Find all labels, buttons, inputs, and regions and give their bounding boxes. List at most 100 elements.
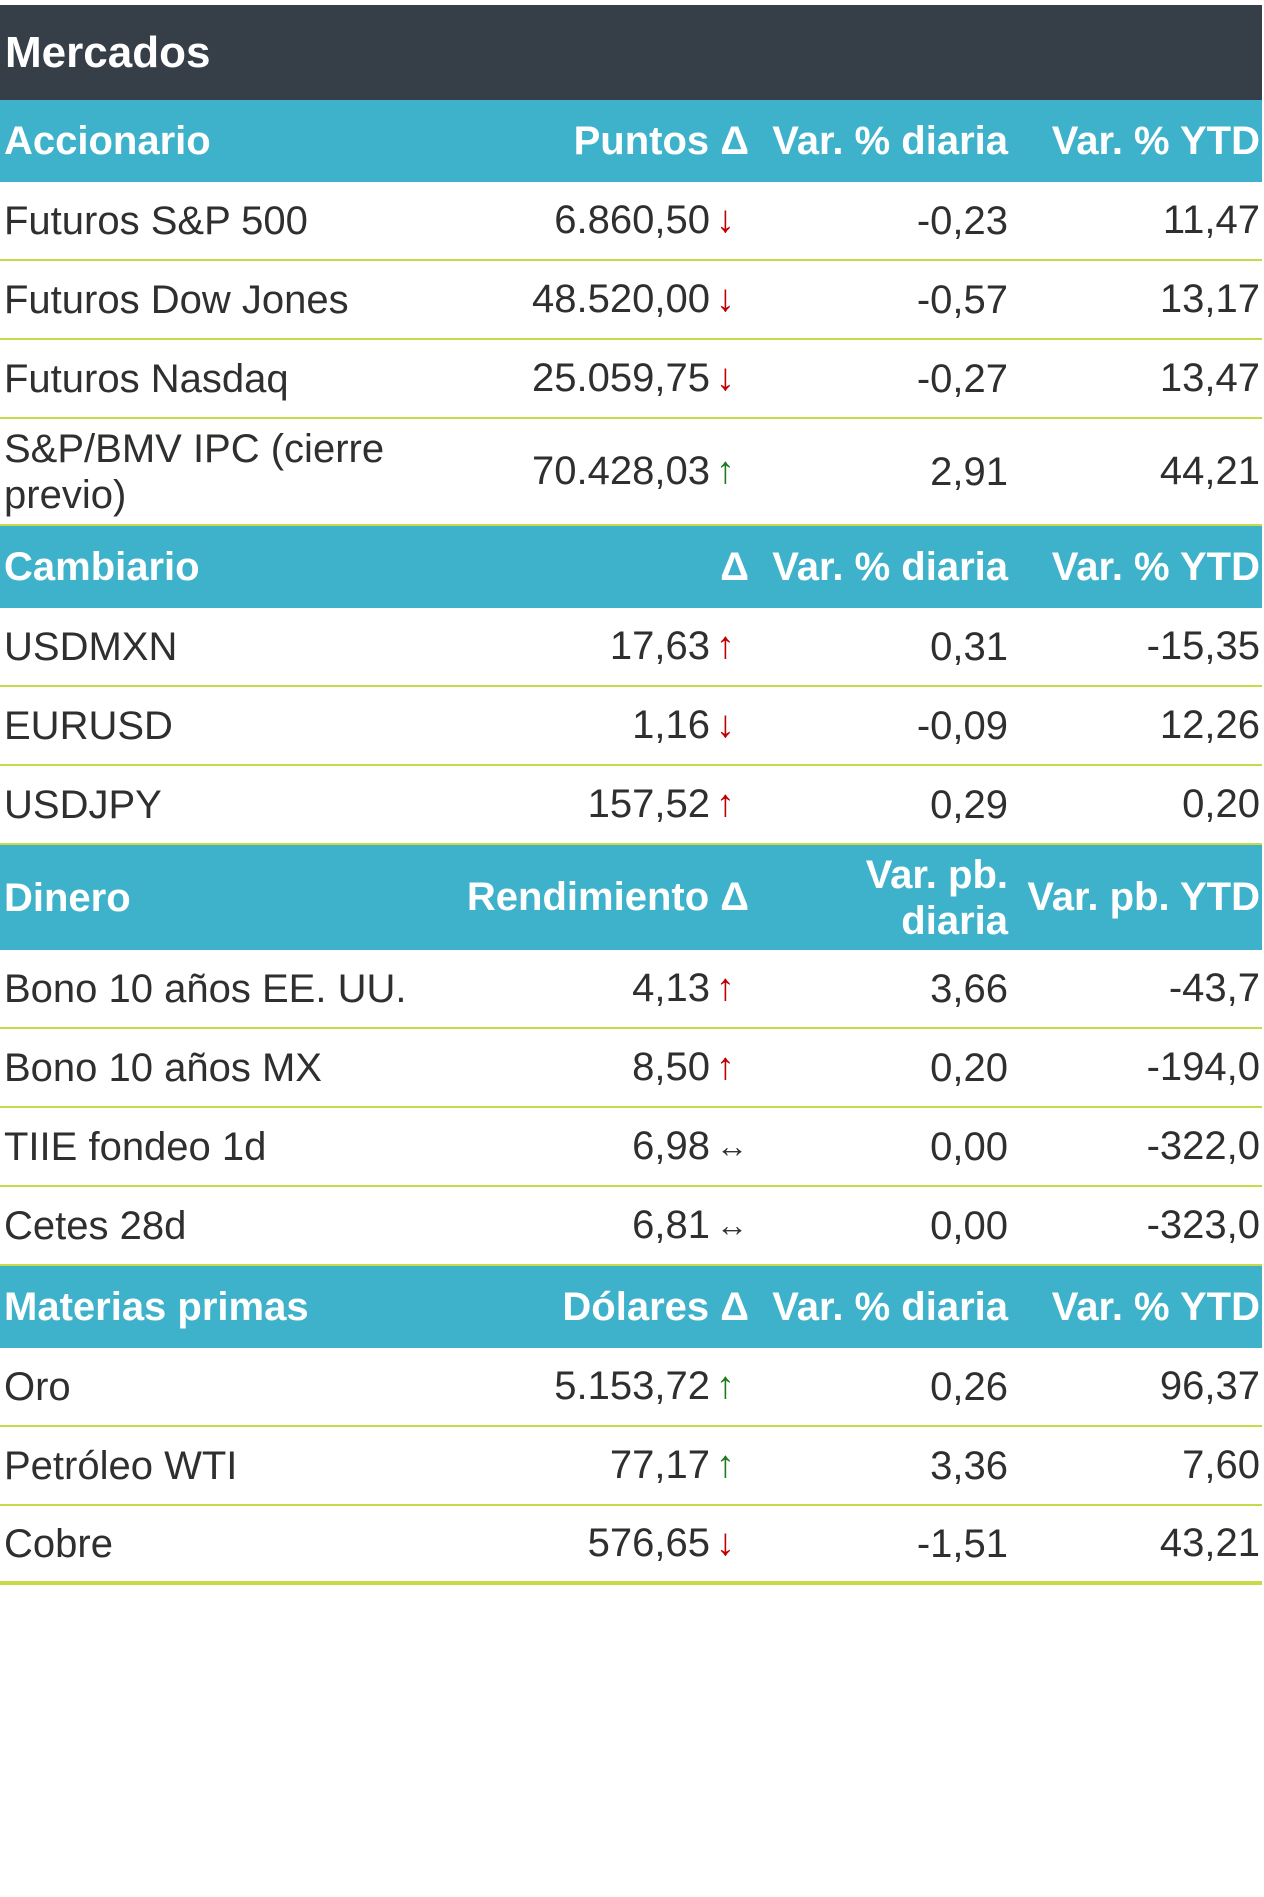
row-daily-change: 2,91: [930, 449, 1008, 494]
table-row: EURUSD 1,16 ↓ -0,09 12,26: [0, 687, 1262, 766]
row-name: Futuros Dow Jones: [4, 277, 349, 322]
row-value-cell: 17,63 ↑: [450, 624, 755, 669]
row-name: Bono 10 años EE. UU.: [4, 966, 407, 1011]
row-value-cell: 5.153,72 ↑: [450, 1364, 755, 1409]
row-value: 77,17: [609, 1443, 710, 1487]
row-name: Petróleo WTI: [4, 1443, 238, 1488]
row-value-cell: 6,81 ↔: [450, 1203, 755, 1248]
header-daily-col: Var. pb. diaria: [865, 852, 1008, 943]
section-header-money: Dinero Rendimiento Δ Var. pb. diaria Var. p…: [0, 845, 1262, 950]
header-label: Materias primas: [4, 1285, 309, 1329]
panel-title: Mercados: [0, 5, 1262, 100]
row-value: 6,81: [632, 1203, 710, 1247]
arrow-up-red-icon: ↑: [716, 625, 735, 667]
header-value-label: Rendimiento Δ: [466, 875, 749, 919]
row-ytd-change: -43,7: [1168, 966, 1260, 1010]
arrow-up-red-icon: ↑: [716, 1046, 735, 1088]
row-ytd-change: 12,26: [1159, 703, 1260, 747]
arrow-up-green-icon: ↑: [716, 1365, 735, 1407]
row-name: Futuros S&P 500: [4, 198, 308, 243]
row-value-cell: 48.520,00 ↓: [450, 277, 755, 322]
arrow-up-green-icon: ↑: [716, 1444, 735, 1486]
table-row: Bono 10 años MX 8,50 ↑ 0,20 -194,0: [0, 1029, 1262, 1108]
arrow-down-red-icon: ↓: [716, 1522, 735, 1564]
row-value: 576,65: [587, 1521, 710, 1565]
row-ytd-change: -15,35: [1146, 624, 1260, 668]
row-value: 6,98: [632, 1124, 710, 1168]
row-daily-change: 0,31: [930, 624, 1008, 669]
section-header-equity: Accionario Puntos Δ Var. % diaria Var. % YT…: [0, 100, 1262, 182]
row-value-cell: 6.860,50 ↓: [450, 198, 755, 243]
row-daily-change: -1,51: [916, 1521, 1008, 1566]
header-label: Cambiario: [4, 545, 200, 589]
table-row: TIIE fondeo 1d 6,98 ↔ 0,00 -322,0: [0, 1108, 1262, 1187]
arrow-flat-icon: ↔: [716, 1207, 748, 1243]
row-ytd-change: 96,37: [1159, 1364, 1260, 1408]
header-ytd-col: Var. % YTD: [1051, 118, 1260, 163]
header-ytd-col: Var. % YTD: [1051, 544, 1260, 589]
arrow-up-red-icon: ↑: [716, 967, 735, 1009]
header-ytd-col: Var. pb. YTD: [1027, 875, 1260, 919]
row-ytd-change: -323,0: [1146, 1203, 1260, 1247]
table-row: Bono 10 años EE. UU. 4,13 ↑ 3,66 -43,7: [0, 950, 1262, 1029]
row-name: Cetes 28d: [4, 1203, 187, 1248]
header-label: Accionario: [4, 119, 211, 163]
row-ytd-change: -322,0: [1146, 1124, 1260, 1168]
row-value: 17,63: [609, 624, 710, 668]
header-daily-col: Var. % diaria: [772, 119, 1008, 163]
markets-table: Accionario Puntos Δ Var. % diaria Var. % YT…: [0, 100, 1262, 1585]
row-value: 25.059,75: [532, 356, 710, 400]
row-value: 70.428,03: [532, 449, 710, 493]
row-value-cell: 70.428,03 ↑: [450, 449, 755, 494]
row-ytd-change: 13,17: [1159, 277, 1260, 321]
row-ytd-change: 44,21: [1159, 449, 1260, 493]
table-row: Cobre 576,65 ↓ -1,51 43,21: [0, 1506, 1262, 1585]
row-daily-change: -0,09: [916, 703, 1008, 748]
row-value: 6.860,50: [554, 198, 710, 242]
header-value-label: Δ: [720, 544, 749, 589]
arrow-flat-icon: ↔: [716, 1128, 748, 1164]
row-daily-change: 0,26: [930, 1364, 1008, 1409]
header-value-col: Δ: [450, 545, 755, 590]
header-ytd-col: Var. % YTD: [1051, 1284, 1260, 1329]
table-row: USDJPY 157,52 ↑ 0,29 0,20: [0, 766, 1262, 845]
row-name: Cobre: [4, 1521, 113, 1566]
row-value: 48.520,00: [532, 277, 710, 321]
arrow-down-red-icon: ↓: [716, 278, 735, 320]
row-name: Oro: [4, 1364, 71, 1409]
row-value: 5.153,72: [554, 1364, 710, 1408]
header-daily-col: Var. % diaria: [772, 545, 1008, 589]
section-header-fx: Cambiario Δ Var. % diaria Var. % YTD: [0, 526, 1262, 608]
table-row: Futuros Nasdaq 25.059,75 ↓ -0,27 13,47: [0, 340, 1262, 419]
row-name: EURUSD: [4, 703, 173, 748]
table-row: Petróleo WTI 77,17 ↑ 3,36 7,60: [0, 1427, 1262, 1506]
row-value-cell: 6,98 ↔: [450, 1124, 755, 1169]
row-value-cell: 4,13 ↑: [450, 966, 755, 1011]
row-value: 4,13: [632, 966, 710, 1010]
row-name: USDJPY: [4, 782, 162, 827]
row-ytd-change: -194,0: [1146, 1045, 1260, 1089]
row-value-cell: 8,50 ↑: [450, 1045, 755, 1090]
row-daily-change: -0,57: [916, 277, 1008, 322]
table-row: Oro 5.153,72 ↑ 0,26 96,37: [0, 1348, 1262, 1427]
row-daily-change: -0,27: [916, 356, 1008, 401]
header-value-col: Puntos Δ: [450, 119, 755, 164]
row-daily-change: 0,00: [930, 1124, 1008, 1169]
row-value-cell: 576,65 ↓: [450, 1521, 755, 1566]
table-row: USDMXN 17,63 ↑ 0,31 -15,35: [0, 608, 1262, 687]
row-value-cell: 77,17 ↑: [450, 1443, 755, 1488]
header-label: Dinero: [4, 875, 131, 920]
row-daily-change: 0,20: [930, 1045, 1008, 1090]
row-daily-change: 0,29: [930, 782, 1008, 827]
row-value: 157,52: [587, 782, 710, 826]
row-name: Futuros Nasdaq: [4, 356, 289, 401]
row-daily-change: 3,36: [930, 1443, 1008, 1488]
row-name: USDMXN: [4, 624, 178, 669]
arrow-up-green-icon: ↑: [716, 450, 735, 492]
row-ytd-change: 11,47: [1162, 198, 1260, 242]
row-name: Bono 10 años MX: [4, 1045, 322, 1090]
row-daily-change: -0,23: [916, 198, 1008, 243]
arrow-down-red-icon: ↓: [716, 704, 735, 746]
header-daily-col: Var. % diaria: [772, 1285, 1008, 1329]
